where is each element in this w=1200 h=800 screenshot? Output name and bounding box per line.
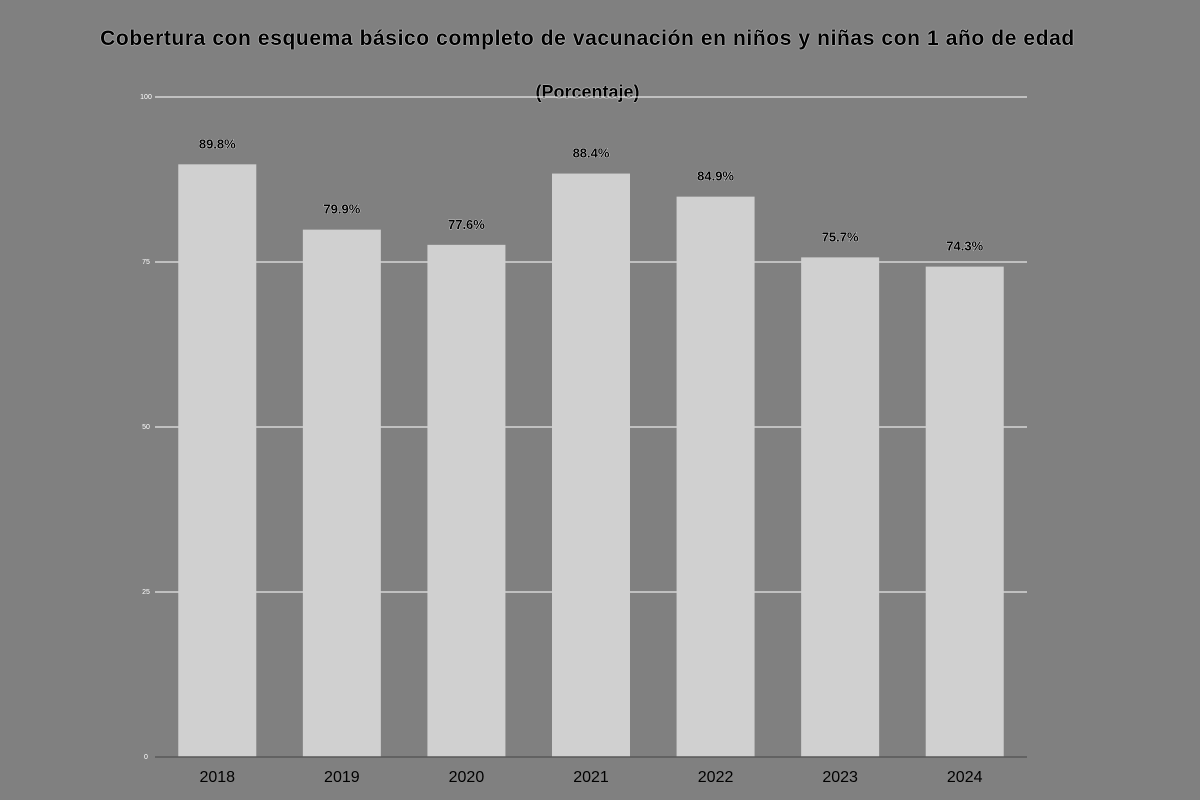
data-label: 84.9%: [697, 169, 734, 184]
x-tick-label: 2021: [573, 769, 609, 786]
y-tick-label: 75: [142, 259, 150, 266]
bar: [302, 229, 381, 757]
bar: [427, 244, 506, 758]
bar: [801, 257, 880, 757]
x-tick-label: 2022: [698, 769, 734, 786]
x-tick-label: 2020: [449, 769, 485, 786]
data-label: 75.7%: [822, 229, 859, 244]
data-label: 74.3%: [946, 239, 983, 254]
bar: [178, 164, 257, 757]
y-tick-label: 25: [142, 589, 150, 596]
y-tick-label: 0: [144, 754, 148, 761]
y-tick-label: 100: [140, 94, 152, 101]
bar: [676, 196, 755, 757]
chart-title: Cobertura con esquema básico completo de…: [100, 27, 1075, 50]
bar: [552, 173, 630, 757]
data-label: 79.9%: [323, 202, 360, 217]
x-tick-label: 2018: [199, 769, 235, 786]
x-tick-label: 2023: [822, 769, 858, 786]
y-tick-label: 50: [142, 424, 150, 431]
bar: [925, 266, 1004, 757]
data-label: 88.4%: [573, 146, 610, 161]
x-tick-label: 2024: [947, 769, 983, 786]
data-label: 89.8%: [199, 136, 236, 151]
x-tick-label: 2019: [324, 769, 360, 786]
data-label: 77.6%: [448, 217, 485, 232]
